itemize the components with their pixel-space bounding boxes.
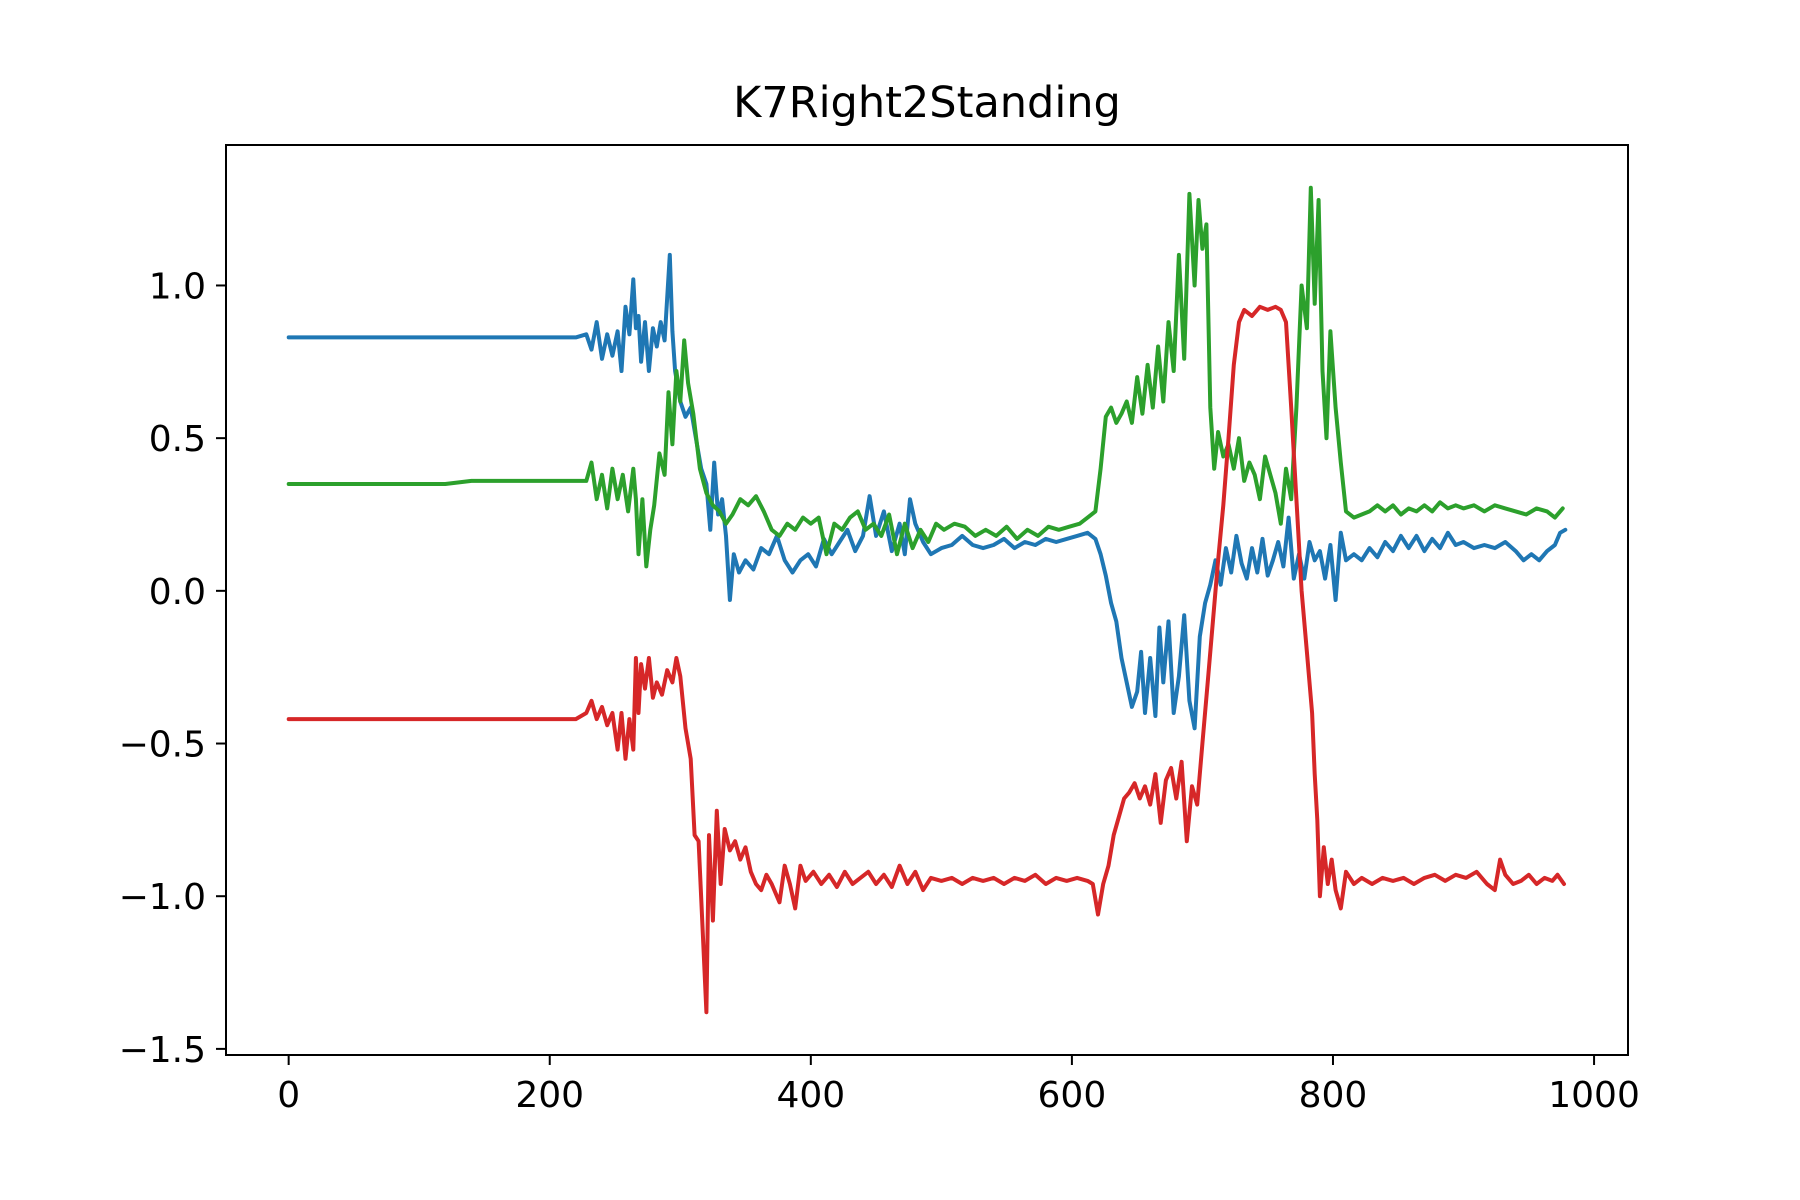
y-tick-label: 0.0 <box>149 572 206 613</box>
x-tick-label: 200 <box>515 1075 584 1116</box>
series-layer <box>286 185 1568 1015</box>
x-tick-label: 600 <box>1038 1075 1107 1116</box>
x-tick-label: 1000 <box>1548 1075 1640 1116</box>
y-axis: −1.5 −1.0 −0.5 0.0 0.5 1.0 <box>119 266 226 1071</box>
y-tick-label: 0.5 <box>149 419 206 460</box>
y-tick-label: 1.0 <box>149 266 206 307</box>
series-line-2 <box>286 185 1565 569</box>
x-tick-label: 800 <box>1299 1075 1368 1116</box>
y-tick-label: −1.5 <box>119 1030 206 1071</box>
x-tick-label: 400 <box>776 1075 845 1116</box>
chart-title: K7Right2Standing <box>733 78 1121 128</box>
plot-frame <box>225 144 1629 1056</box>
x-axis: 0 200 400 600 800 1000 <box>277 1055 1640 1116</box>
series-line-1 <box>286 252 1568 731</box>
x-tick-label: 0 <box>277 1075 300 1116</box>
y-tick-label: −1.0 <box>119 877 206 918</box>
series-line-3 <box>286 304 1566 1015</box>
y-tick-label: −0.5 <box>119 725 206 766</box>
